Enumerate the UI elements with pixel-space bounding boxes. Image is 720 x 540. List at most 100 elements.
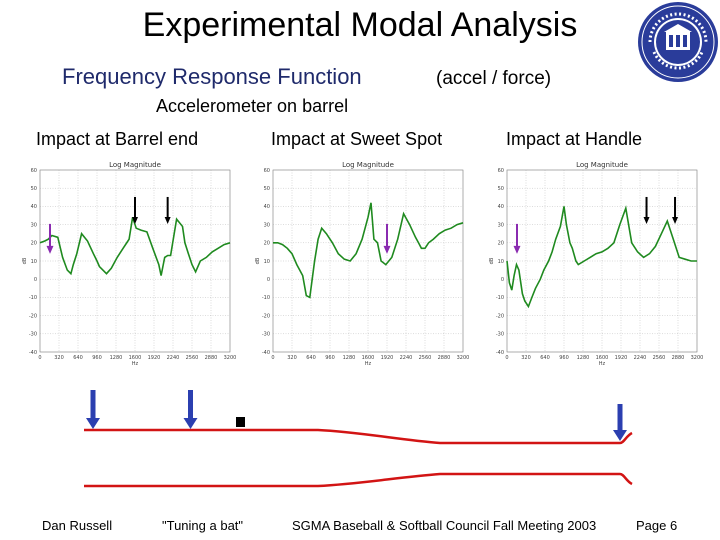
x-tick-label: 2880	[205, 355, 218, 361]
y-tick-label: 40	[498, 204, 504, 210]
y-tick-label: -30	[29, 332, 37, 338]
x-tick-label: 960	[325, 355, 335, 361]
y-tick-label: 0	[34, 277, 37, 283]
x-tick-label: 3200	[457, 355, 470, 361]
footer-page-number: Page 6	[636, 518, 678, 533]
x-tick-label: 2560	[653, 355, 666, 361]
x-tick-label: 640	[540, 355, 550, 361]
y-axis-label: dB	[489, 257, 495, 264]
x-tick-label: 0	[505, 355, 508, 361]
footer-event: SGMA Baseball & Softball Council Fall Me…	[292, 518, 597, 533]
x-tick-label: 320	[54, 355, 64, 361]
x-tick-label: 2560	[419, 355, 432, 361]
impact-arrow-sweet-spot	[183, 390, 198, 429]
x-tick-label: 2240	[634, 355, 647, 361]
y-tick-label: 10	[264, 259, 270, 265]
y-tick-label: -10	[29, 295, 37, 301]
y-tick-label: 60	[498, 168, 504, 174]
x-tick-label: 2880	[438, 355, 451, 361]
accelerometer-marker	[236, 417, 245, 427]
footer-topic: "Tuning a bat"	[162, 518, 244, 533]
y-tick-label: 10	[31, 259, 37, 265]
x-tick-label: 3200	[691, 355, 704, 361]
x-tick-label: 640	[306, 355, 316, 361]
plot-title: Log Magnitude	[109, 161, 161, 169]
frf-letter-r: R	[172, 64, 188, 89]
plot-title: Log Magnitude	[576, 161, 628, 169]
y-tick-label: -20	[262, 313, 270, 319]
node-arrow-head	[643, 216, 650, 224]
y-tick-label: 40	[264, 204, 270, 210]
x-tick-label: 2240	[167, 355, 180, 361]
x-tick-label: 2560	[186, 355, 199, 361]
units-label: (accel / force)	[436, 68, 552, 89]
y-tick-label: 60	[264, 168, 270, 174]
frf-curve-series-0	[273, 202, 464, 299]
y-tick-label: -20	[29, 313, 37, 319]
bat-profile-top	[84, 428, 633, 445]
x-tick-label: 320	[521, 355, 531, 361]
y-tick-label: -40	[496, 350, 504, 356]
frf-word-esponse: esponse	[187, 64, 278, 89]
sensor-label: Accelerometer on barrel	[156, 96, 349, 116]
x-tick-label: 1600	[596, 355, 609, 361]
y-axis-label: dB	[255, 257, 261, 264]
x-tick-label: 1280	[343, 355, 356, 361]
caption-handle: Impact at Handle	[506, 129, 643, 149]
y-tick-label: 40	[31, 204, 37, 210]
y-tick-label: -40	[262, 350, 270, 356]
x-tick-label: 1920	[381, 355, 394, 361]
x-tick-label: 1600	[129, 355, 142, 361]
y-tick-label: 30	[498, 222, 504, 228]
y-tick-label: 50	[264, 186, 270, 192]
x-axis-label: Hz	[132, 361, 139, 367]
y-tick-label: -30	[262, 332, 270, 338]
caption-barrel-end: Impact at Barrel end	[36, 129, 199, 149]
x-tick-label: 320	[287, 355, 297, 361]
x-tick-label: 0	[38, 355, 41, 361]
x-tick-label: 1600	[362, 355, 375, 361]
y-tick-label: 60	[31, 168, 37, 174]
frf-letter-f: F	[62, 64, 76, 89]
frf-letter-f2: F	[277, 64, 291, 89]
x-tick-label: 960	[559, 355, 569, 361]
x-tick-label: 960	[92, 355, 102, 361]
slide-title: Experimental Modal Analysis	[142, 6, 578, 44]
x-axis-label: Hz	[365, 361, 372, 367]
y-tick-label: -10	[496, 295, 504, 301]
frf-heading: Frequency Response Function	[62, 64, 362, 90]
impact-arrow-barrel-end	[86, 390, 100, 429]
x-tick-label: 640	[73, 355, 83, 361]
node-arrow-head	[672, 216, 679, 224]
impact-arrow-handle	[613, 404, 627, 441]
footer-author: Dan Russell	[42, 518, 113, 533]
y-tick-label: 0	[267, 277, 270, 283]
y-tick-label: 30	[264, 222, 270, 228]
y-tick-label: -10	[262, 295, 270, 301]
y-tick-label: 50	[498, 186, 504, 192]
mode-arrow-head	[46, 245, 54, 254]
x-tick-label: 2880	[672, 355, 685, 361]
node-arrow-head	[164, 216, 171, 224]
y-tick-label: 10	[498, 259, 504, 265]
frf-word-unction: unction	[290, 64, 362, 89]
y-tick-label: 0	[501, 277, 504, 283]
x-tick-label: 1280	[110, 355, 123, 361]
y-tick-label: -20	[496, 313, 504, 319]
y-axis-label: dB	[22, 257, 28, 264]
x-tick-label: 3200	[224, 355, 237, 361]
mode-arrow-head	[383, 245, 391, 254]
x-tick-label: 1920	[615, 355, 628, 361]
y-tick-label: 30	[31, 222, 37, 228]
university-seal-logo	[638, 2, 718, 82]
frf-word-requency: requency	[75, 64, 173, 89]
x-axis-label: Hz	[599, 361, 606, 367]
x-tick-label: 1920	[148, 355, 161, 361]
y-tick-label: 20	[498, 241, 504, 247]
y-tick-label: 50	[31, 186, 37, 192]
mode-arrow-head	[513, 245, 521, 254]
x-tick-label: 1280	[577, 355, 590, 361]
y-tick-label: 20	[31, 241, 37, 247]
